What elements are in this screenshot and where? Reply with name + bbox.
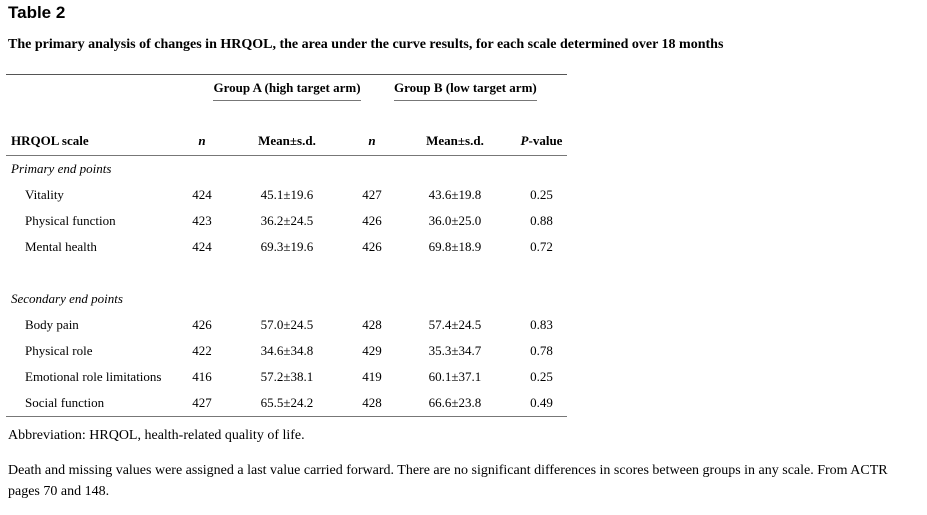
cell-p-value: 0.88 xyxy=(530,213,553,228)
group-b-header: Group B (low target arm) xyxy=(394,75,567,106)
cell-mean-a: 36.2±24.5 xyxy=(260,213,314,228)
cell-n-b: 426 xyxy=(362,239,382,254)
table-row: Social function 427 65.5±24.2 428 66.6±2… xyxy=(6,390,567,417)
cell-n-a: 427 xyxy=(180,390,224,417)
cell-mean-b: 69.8±18.9 xyxy=(428,239,482,254)
cell-n-a: 426 xyxy=(192,317,212,332)
cell-p-value: 0.25 xyxy=(530,187,553,202)
cell-scale: Physical function xyxy=(25,213,116,228)
cell-mean-b: 35.3±34.7 xyxy=(428,343,482,358)
cell-n-a: 424 xyxy=(192,187,212,202)
cell-scale: Mental health xyxy=(25,239,97,254)
table-row: Physical function 423 36.2±24.5 426 36.0… xyxy=(6,208,567,234)
cell-n-b: 427 xyxy=(362,187,382,202)
cell-n-a: 423 xyxy=(192,213,212,228)
cell-n-b: 428 xyxy=(350,390,394,417)
col-header-mean-b: Mean±s.d. xyxy=(394,105,516,156)
table-row: Emotional role limitations 416 57.2±38.1… xyxy=(6,364,567,390)
table-caption: The primary analysis of changes in HRQOL… xyxy=(8,37,724,52)
cell-scale: Emotional role limitations xyxy=(25,369,162,384)
table-row: Body pain 426 57.0±24.5 428 57.4±24.5 0.… xyxy=(6,312,567,338)
cell-p-value: 0.78 xyxy=(530,343,553,358)
col-header-p-value: P-value xyxy=(516,105,567,156)
table-row: Physical role 422 34.6±34.8 429 35.3±34.… xyxy=(6,338,567,364)
section-primary-end-points: Primary end points xyxy=(11,161,112,176)
cell-n-b: 429 xyxy=(362,343,382,358)
col-header-n-a: n xyxy=(180,105,224,156)
cell-n-a: 416 xyxy=(192,369,212,384)
table-row: Mental health 424 69.3±19.6 426 69.8±18.… xyxy=(6,234,567,260)
cell-n-a: 424 xyxy=(192,239,212,254)
cell-scale: Social function xyxy=(6,390,180,417)
cell-mean-a: 45.1±19.6 xyxy=(260,187,314,202)
cell-p-value: 0.83 xyxy=(530,317,553,332)
table-row: Vitality 424 45.1±19.6 427 43.6±19.8 0.2… xyxy=(6,182,567,208)
cell-mean-b: 60.1±37.1 xyxy=(428,369,482,384)
cell-p-value: 0.49 xyxy=(516,390,567,417)
cell-mean-b: 66.6±23.8 xyxy=(394,390,516,417)
cell-mean-a: 57.2±38.1 xyxy=(260,369,314,384)
cell-mean-a: 57.0±24.5 xyxy=(260,317,314,332)
cell-mean-a: 34.6±34.8 xyxy=(260,343,314,358)
cell-p-value: 0.72 xyxy=(530,239,553,254)
cell-scale: Body pain xyxy=(25,317,79,332)
col-header-n-b: n xyxy=(350,105,394,156)
cell-mean-b: 36.0±25.0 xyxy=(428,213,482,228)
footnote-method: Death and missing values were assigned a… xyxy=(8,463,888,499)
cell-n-b: 419 xyxy=(362,369,382,384)
group-a-header: Group A (high target arm) xyxy=(180,75,394,106)
cell-scale: Physical role xyxy=(25,343,93,358)
cell-mean-b: 43.6±19.8 xyxy=(428,187,482,202)
section-secondary-end-points: Secondary end points xyxy=(11,291,123,306)
cell-n-b: 428 xyxy=(362,317,382,332)
footnote-abbreviation: Abbreviation: HRQOL, health-related qual… xyxy=(8,428,305,443)
table-label: Table 2 xyxy=(8,3,66,22)
cell-n-a: 422 xyxy=(192,343,212,358)
group-header-empty xyxy=(6,75,180,106)
cell-p-value: 0.25 xyxy=(530,369,553,384)
cell-mean-b: 57.4±24.5 xyxy=(428,317,482,332)
hrqol-table: Group A (high target arm) Group B (low t… xyxy=(6,74,567,417)
section-spacer xyxy=(6,260,567,286)
cell-mean-a: 69.3±19.6 xyxy=(260,239,314,254)
cell-n-b: 426 xyxy=(362,213,382,228)
cell-mean-a: 65.5±24.2 xyxy=(224,390,350,417)
col-header-mean-a: Mean±s.d. xyxy=(224,105,350,156)
cell-scale: Vitality xyxy=(25,187,64,202)
col-header-scale: HRQOL scale xyxy=(6,105,180,156)
